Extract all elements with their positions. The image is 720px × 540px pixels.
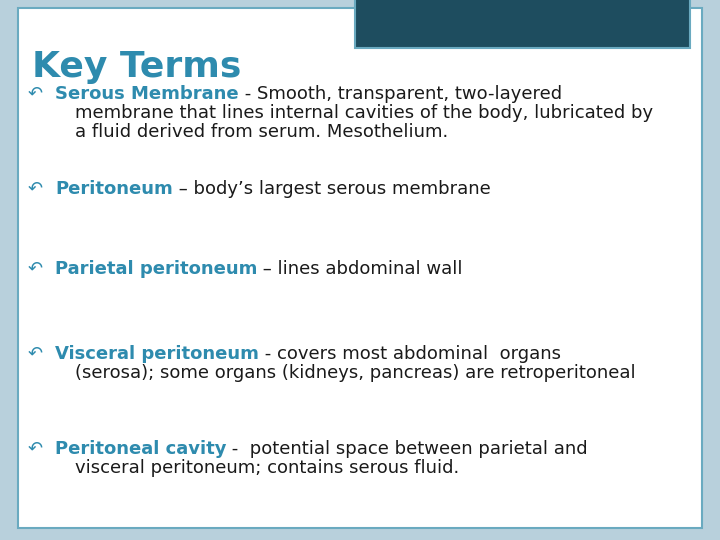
Text: ↶: ↶ xyxy=(28,345,43,363)
FancyBboxPatch shape xyxy=(18,8,702,528)
Text: ↶: ↶ xyxy=(28,440,43,458)
Text: – body’s largest serous membrane: – body’s largest serous membrane xyxy=(173,180,490,198)
Text: Peritoneal cavity: Peritoneal cavity xyxy=(55,440,227,458)
Bar xyxy=(355,0,690,48)
Text: Peritoneum: Peritoneum xyxy=(55,180,173,198)
Text: (serosa); some organs (kidneys, pancreas) are retroperitoneal: (serosa); some organs (kidneys, pancreas… xyxy=(75,364,636,382)
Text: Parietal peritoneum: Parietal peritoneum xyxy=(55,260,257,278)
Text: -  potential space between parietal and: - potential space between parietal and xyxy=(227,440,588,458)
Text: membrane that lines internal cavities of the body, lubricated by: membrane that lines internal cavities of… xyxy=(75,104,653,122)
Text: a fluid derived from serum. Mesothelium.: a fluid derived from serum. Mesothelium. xyxy=(75,123,449,141)
Text: - covers most abdominal  organs: - covers most abdominal organs xyxy=(259,345,561,363)
Text: - Smooth, transparent, two-layered: - Smooth, transparent, two-layered xyxy=(238,85,562,103)
Text: visceral peritoneum; contains serous fluid.: visceral peritoneum; contains serous flu… xyxy=(75,459,459,477)
Text: Serous Membrane: Serous Membrane xyxy=(55,85,238,103)
Text: Key Terms: Key Terms xyxy=(32,50,241,84)
Text: ↶: ↶ xyxy=(28,85,43,103)
Text: Visceral peritoneum: Visceral peritoneum xyxy=(55,345,259,363)
Text: ↶: ↶ xyxy=(28,180,43,198)
Text: ↶: ↶ xyxy=(28,260,43,278)
Text: – lines abdominal wall: – lines abdominal wall xyxy=(257,260,463,278)
